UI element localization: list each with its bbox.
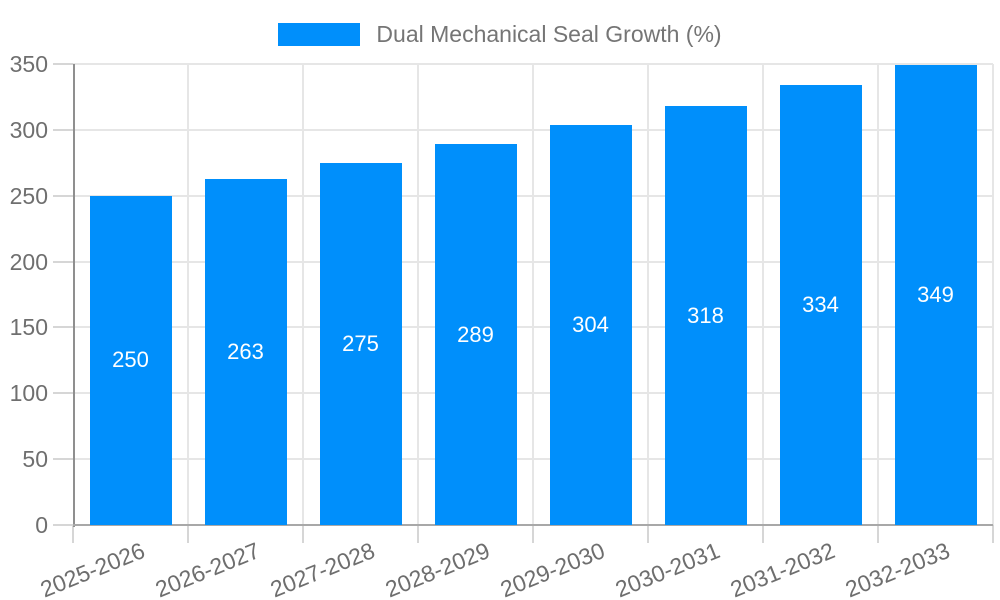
bar-2030-2031[interactable]	[664, 106, 747, 525]
bar-2027-2028[interactable]	[319, 162, 402, 525]
bar-2026-2027[interactable]	[204, 178, 287, 525]
vertical-gridline	[992, 64, 994, 525]
vertical-gridline	[187, 64, 189, 525]
x-axis-tick	[877, 525, 879, 543]
y-axis-tick	[53, 63, 73, 65]
x-axis-label: 2027-2028	[266, 537, 378, 600]
bar-value-label: 304	[572, 311, 609, 337]
y-axis-tick-label: 100	[9, 380, 48, 407]
y-axis-tick-label: 250	[9, 182, 48, 209]
bar-value-label: 318	[687, 302, 724, 328]
y-axis-tick	[53, 392, 73, 395]
x-axis-label: 2032-2033	[841, 537, 953, 600]
bar-value-label: 250	[112, 347, 149, 373]
bar-value-label: 289	[457, 321, 494, 347]
x-axis-label: 2028-2029	[381, 537, 493, 600]
x-axis-line	[73, 524, 993, 526]
vertical-gridline	[417, 64, 419, 525]
y-axis-tick	[53, 194, 73, 197]
x-axis-tick	[647, 525, 649, 543]
x-axis-tick	[417, 525, 419, 543]
y-axis-tick-label: 0	[35, 512, 48, 538]
bar-2032-2033[interactable]	[894, 65, 977, 525]
bar-2029-2030[interactable]	[549, 124, 632, 525]
bar-2031-2032[interactable]	[779, 85, 862, 525]
vertical-gridline	[532, 64, 534, 525]
x-axis-label: 2026-2027	[151, 537, 263, 600]
bar-2025-2026[interactable]	[89, 195, 172, 525]
x-axis-tick	[532, 525, 534, 543]
y-axis-tick	[53, 260, 73, 263]
vertical-gridline	[302, 64, 304, 525]
y-axis-tick-label: 350	[9, 51, 48, 77]
bar-value-label: 263	[227, 338, 264, 364]
x-axis-label: 2025-2026	[36, 537, 148, 600]
y-axis-tick	[53, 458, 73, 461]
x-axis-label: 2029-2030	[496, 537, 608, 600]
legend-label: Dual Mechanical Seal Growth (%)	[376, 21, 722, 47]
bar-2028-2029[interactable]	[434, 144, 517, 525]
legend[interactable]: Dual Mechanical Seal Growth (%)	[0, 21, 1000, 48]
bar-value-label: 334	[802, 292, 839, 318]
vertical-gridline	[877, 64, 879, 525]
x-axis-tick	[762, 525, 764, 543]
x-axis-tick	[992, 525, 994, 543]
y-axis-tick-label: 300	[9, 116, 48, 143]
vertical-gridline	[647, 64, 649, 525]
bar-value-label: 349	[917, 282, 954, 308]
y-axis-tick	[53, 524, 73, 526]
y-axis-tick	[53, 326, 73, 329]
y-axis-tick-label: 150	[9, 314, 48, 341]
x-axis-label: 2031-2032	[726, 537, 838, 600]
x-axis-tick	[187, 525, 189, 543]
y-axis-line	[73, 64, 75, 527]
bar-value-label: 275	[342, 330, 379, 356]
x-axis-tick	[302, 525, 304, 543]
legend-swatch-icon	[278, 23, 361, 46]
vertical-gridline	[762, 64, 764, 525]
y-axis-tick	[53, 128, 73, 131]
y-axis-tick-label: 200	[9, 248, 48, 275]
y-axis-tick-label: 50	[22, 446, 48, 473]
x-axis-label: 2030-2031	[611, 537, 723, 600]
x-axis-tick	[72, 525, 74, 543]
